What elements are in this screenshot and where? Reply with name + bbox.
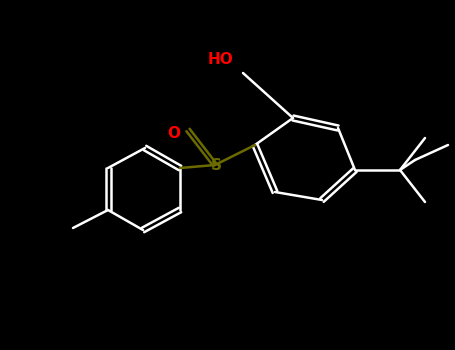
Text: S: S [211,159,222,174]
Text: HO: HO [207,51,233,66]
Text: O: O [167,126,181,141]
